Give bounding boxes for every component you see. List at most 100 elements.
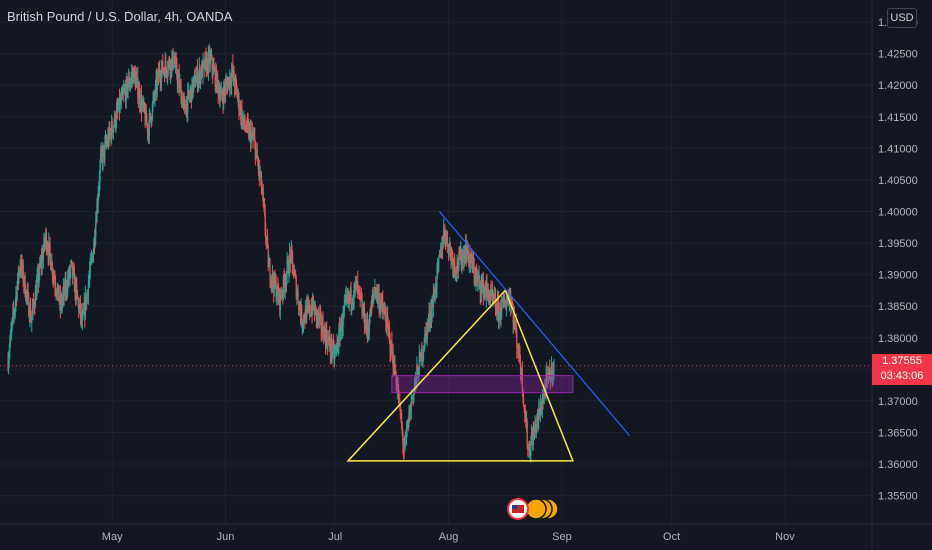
candle-body xyxy=(8,359,10,369)
candle-body xyxy=(240,105,242,120)
candle-body xyxy=(280,290,282,296)
candle-body xyxy=(338,328,340,347)
candle-body xyxy=(248,124,250,138)
candle-body xyxy=(264,213,266,231)
candle-body xyxy=(396,384,398,390)
candle-body xyxy=(246,119,248,130)
candle-body xyxy=(393,361,395,375)
candle-body xyxy=(184,103,186,112)
candle-body xyxy=(496,310,498,316)
candle-body xyxy=(160,69,163,81)
candle-body xyxy=(430,309,432,322)
candle-body xyxy=(227,81,229,91)
candle-body xyxy=(468,255,470,265)
candle-body xyxy=(173,62,175,66)
candle-body xyxy=(177,76,179,84)
candle-body xyxy=(223,86,225,104)
candle-body xyxy=(232,71,235,76)
candle-body xyxy=(491,289,494,298)
y-tick-label: 1.40000 xyxy=(878,206,918,218)
candle-body xyxy=(168,60,170,64)
candle-body xyxy=(521,369,523,378)
candle-body xyxy=(398,388,400,403)
candle-body xyxy=(34,307,36,309)
candle-body xyxy=(441,244,443,257)
candle-body xyxy=(133,68,135,82)
candle-body xyxy=(160,80,162,82)
candle-body xyxy=(430,309,433,318)
candle-body xyxy=(134,68,136,74)
candle-body xyxy=(480,292,482,295)
candle-body xyxy=(239,105,241,112)
candle-body xyxy=(332,342,334,354)
candle-body xyxy=(40,259,42,266)
candle-body xyxy=(553,362,555,371)
candle-body xyxy=(226,82,228,85)
candle-body xyxy=(254,136,256,142)
candle-body xyxy=(455,272,458,276)
candle-body xyxy=(219,96,221,101)
candle-body xyxy=(262,192,264,194)
candle-body xyxy=(109,127,111,133)
candle-body xyxy=(165,67,168,74)
candle-body xyxy=(484,288,486,293)
candle-body xyxy=(139,104,141,107)
x-tick-label: May xyxy=(102,531,123,543)
candle-body xyxy=(238,110,241,112)
candle-body xyxy=(126,79,129,93)
candle-body xyxy=(351,303,353,305)
candle-body xyxy=(355,281,358,290)
candle-body xyxy=(295,277,297,297)
candle-body xyxy=(447,246,450,256)
candle-body xyxy=(261,188,263,193)
candle-body xyxy=(132,71,134,77)
candle-body xyxy=(466,242,469,252)
candle-body xyxy=(95,221,97,237)
candle-body xyxy=(195,83,197,87)
candle-body xyxy=(328,337,330,341)
candle-body xyxy=(252,137,254,139)
candle-body xyxy=(309,303,311,314)
candle-body xyxy=(166,73,168,75)
candle-body xyxy=(470,254,472,260)
candle-body xyxy=(64,281,66,293)
candle-body xyxy=(326,341,328,349)
candle-body xyxy=(199,67,201,83)
candle-body xyxy=(156,78,158,91)
candle-body xyxy=(465,244,467,261)
candle-body xyxy=(54,285,57,291)
chart-title: British Pound / U.S. Dollar, 4h, OANDA xyxy=(7,9,233,24)
candle-body xyxy=(297,291,299,303)
candle-body xyxy=(217,73,219,83)
candle-body xyxy=(342,311,344,326)
y-tick-label: 1.35500 xyxy=(878,491,918,503)
candle-body xyxy=(15,294,17,302)
candle-body xyxy=(154,84,157,97)
candle-body xyxy=(241,109,243,125)
candle-body xyxy=(87,291,89,297)
candle-body xyxy=(359,289,361,292)
candle-body xyxy=(248,128,250,138)
candle-body xyxy=(157,70,159,78)
candle-body xyxy=(284,281,286,289)
y-tick-label: 1.37000 xyxy=(878,396,918,408)
candle-body xyxy=(283,275,285,282)
candle-body xyxy=(263,205,266,214)
candle-body xyxy=(329,337,331,348)
candle-body xyxy=(452,266,455,270)
candle-body xyxy=(48,242,51,245)
y-tick-label: 1.41500 xyxy=(878,112,918,124)
candle-body xyxy=(271,272,274,283)
candle-body xyxy=(409,404,411,421)
candle-body xyxy=(47,248,49,251)
candle-body xyxy=(366,320,368,330)
currency-button[interactable]: USD xyxy=(887,8,917,28)
candle-body xyxy=(18,271,21,273)
candle-body xyxy=(429,312,431,323)
candle-body xyxy=(71,260,73,263)
candle-body xyxy=(443,229,445,231)
candle-body xyxy=(139,89,141,105)
candle-body xyxy=(165,61,167,68)
